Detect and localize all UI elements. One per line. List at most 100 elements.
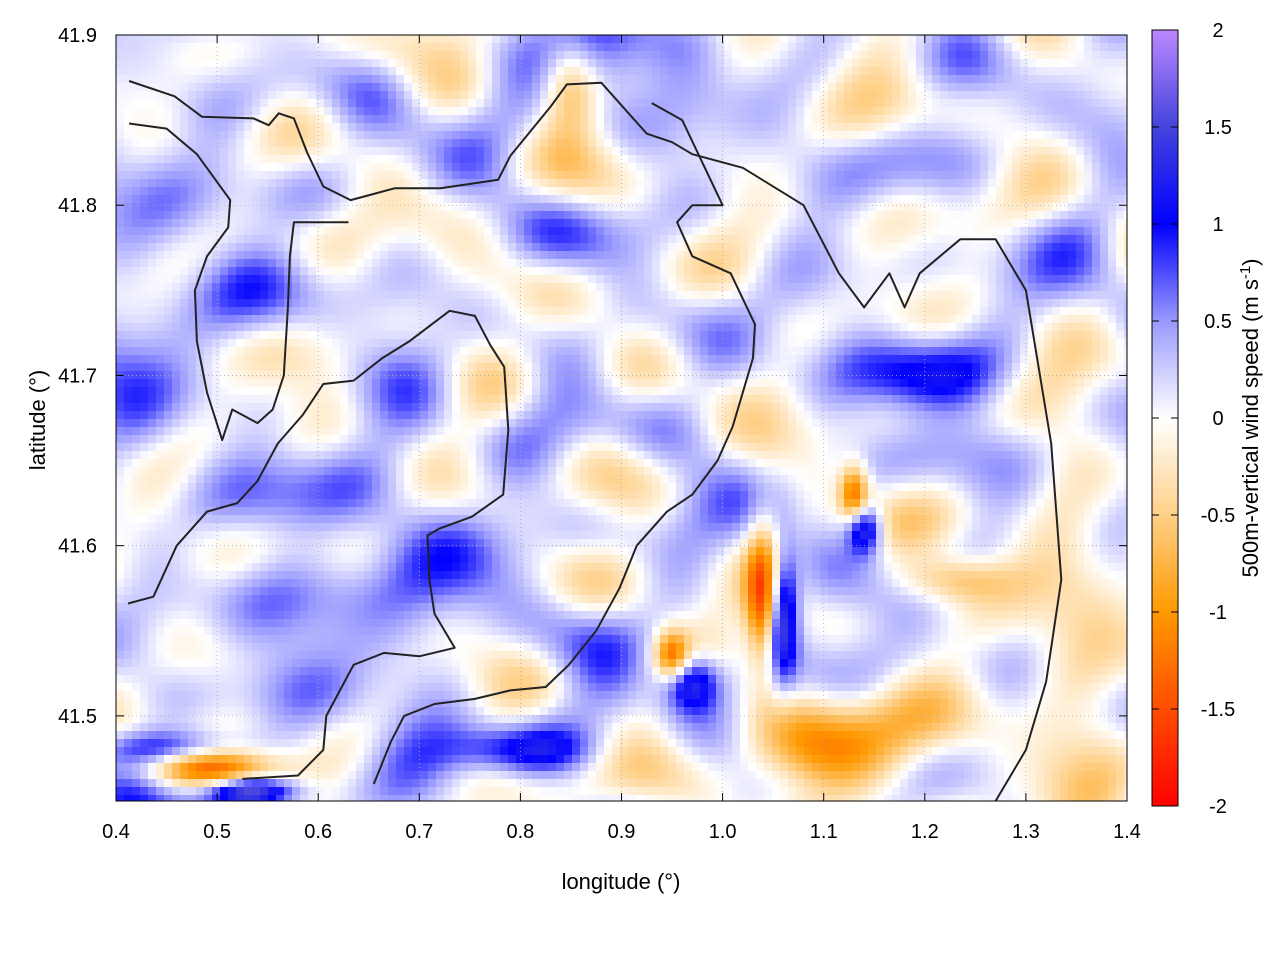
heatmap-cell: [444, 299, 453, 308]
heatmap-cell: [548, 131, 557, 140]
heatmap-cell: [436, 267, 445, 276]
heatmap-cell: [828, 43, 837, 52]
heatmap-cell: [1076, 171, 1085, 180]
heatmap-cell: [668, 227, 677, 236]
heatmap-cell: [388, 123, 397, 132]
heatmap-cell: [412, 203, 421, 212]
heatmap-cell: [604, 171, 613, 180]
heatmap-cell: [780, 155, 789, 164]
heatmap-cell: [628, 275, 637, 284]
heatmap-cell: [964, 51, 973, 60]
heatmap-cell: [596, 43, 605, 52]
heatmap-cell: [596, 259, 605, 268]
heatmap-cell: [724, 227, 733, 236]
heatmap-cell: [964, 179, 973, 188]
heatmap-cell: [828, 331, 837, 340]
heatmap-cell: [684, 315, 693, 324]
heatmap-cell: [468, 131, 477, 140]
heatmap-cell: [340, 67, 349, 76]
heatmap-cell: [404, 187, 413, 196]
heatmap-cell: [908, 299, 917, 308]
heatmap-cell: [308, 179, 317, 188]
heatmap-cell: [756, 195, 765, 204]
heatmap-cell: [332, 291, 341, 300]
heatmap-cell: [956, 299, 965, 308]
heatmap-cell: [460, 131, 469, 140]
heatmap-cell: [228, 203, 237, 212]
heatmap-cell: [716, 75, 725, 84]
heatmap-cell: [1068, 147, 1077, 156]
heatmap-cell: [724, 91, 733, 100]
heatmap-cell: [1124, 123, 1127, 132]
heatmap-cell: [628, 243, 637, 252]
heatmap-cell: [196, 195, 205, 204]
heatmap-cell: [860, 91, 869, 100]
heatmap-cell: [148, 299, 157, 308]
heatmap-cell: [612, 83, 621, 92]
heatmap-cell: [748, 155, 757, 164]
heatmap-cell: [740, 195, 749, 204]
heatmap-cell: [548, 67, 557, 76]
heatmap-cell: [236, 75, 245, 84]
heatmap-cell: [764, 323, 773, 332]
heatmap-cell: [540, 179, 549, 188]
heatmap-cell: [676, 171, 685, 180]
heatmap-cell: [580, 163, 589, 172]
heatmap-cell: [380, 163, 389, 172]
heatmap-cell: [1028, 83, 1037, 92]
heatmap-cell: [532, 203, 541, 212]
heatmap-cell: [372, 131, 381, 140]
heatmap-cell: [236, 187, 245, 196]
heatmap-cell: [300, 51, 309, 60]
heatmap-cell: [532, 243, 541, 252]
heatmap-cell: [132, 179, 141, 188]
heatmap-cell: [396, 243, 405, 252]
heatmap-cell: [292, 91, 301, 100]
heatmap-cell: [1036, 195, 1045, 204]
heatmap-cell: [964, 187, 973, 196]
heatmap-cell: [916, 267, 925, 276]
heatmap-cell: [948, 315, 957, 324]
heatmap-cell: [500, 99, 509, 108]
heatmap-cell: [548, 43, 557, 52]
heatmap-cell: [404, 347, 413, 356]
heatmap-cell: [652, 203, 661, 212]
heatmap-cell: [156, 243, 165, 252]
heatmap-cell: [924, 51, 933, 60]
heatmap-cell: [772, 155, 781, 164]
heatmap-cell: [540, 75, 549, 84]
heatmap-cell: [540, 59, 549, 68]
heatmap-cell: [716, 163, 725, 172]
heatmap-cell: [852, 267, 861, 276]
heatmap-cell: [732, 107, 741, 116]
heatmap-cell: [876, 123, 885, 132]
heatmap-cell: [468, 315, 477, 324]
heatmap-cell: [268, 123, 277, 132]
heatmap-cell: [652, 59, 661, 68]
heatmap-cell: [468, 235, 477, 244]
heatmap-cell: [1124, 115, 1127, 124]
heatmap-cell: [268, 251, 277, 260]
heatmap-cell: [1028, 211, 1037, 220]
heatmap-cell: [412, 107, 421, 116]
heatmap-cell: [252, 75, 261, 84]
heatmap-cell: [692, 123, 701, 132]
heatmap-cell: [972, 163, 981, 172]
heatmap-cell: [132, 75, 141, 84]
heatmap-cell: [636, 235, 645, 244]
heatmap-cell: [980, 203, 989, 212]
heatmap-cell: [428, 211, 437, 220]
heatmap-cell: [356, 251, 365, 260]
heatmap-cell: [588, 163, 597, 172]
heatmap-cell: [484, 51, 493, 60]
heatmap-cell: [548, 139, 557, 148]
heatmap-cell: [1084, 171, 1093, 180]
heatmap-cell: [1004, 331, 1013, 340]
heatmap-cell: [468, 59, 477, 68]
heatmap-cell: [924, 243, 933, 252]
heatmap-cell: [244, 235, 253, 244]
heatmap-cell: [972, 107, 981, 116]
heatmap-cell: [380, 91, 389, 100]
heatmap-cell: [508, 115, 517, 124]
heatmap-cell: [660, 51, 669, 60]
